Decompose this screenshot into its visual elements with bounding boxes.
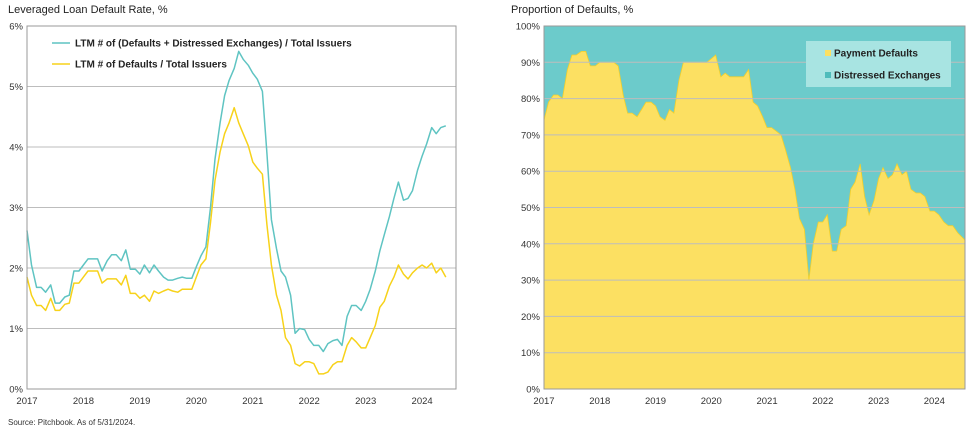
y-tick-label: 0% xyxy=(9,385,23,396)
y-tick-label: 40% xyxy=(521,239,541,250)
left-chart-title: Leveraged Loan Default Rate, % xyxy=(8,4,168,16)
right-x-axis: 2017 2018 2019 2020 2021 2022 2023 2024 xyxy=(533,396,944,407)
y-tick-label: 50% xyxy=(521,203,541,214)
right-chart-legend: Payment Defaults Distressed Exchanges xyxy=(806,41,951,87)
source-note: Source: Pitchbook. As of 5/31/2024. xyxy=(8,418,135,427)
x-tick-label: 2019 xyxy=(129,396,150,407)
series-line-defaults xyxy=(26,106,447,375)
x-tick-label: 2022 xyxy=(812,396,833,407)
right-chart-grid xyxy=(544,61,965,354)
left-chart-grid xyxy=(27,86,456,329)
x-tick-label: 2021 xyxy=(756,396,777,407)
y-tick-label: 60% xyxy=(521,167,541,178)
legend-box xyxy=(806,41,951,87)
x-tick-label: 2018 xyxy=(73,396,94,407)
right-y-axis: 0% 10% 20% 30% 40% 50% 60% 70% 80% 90% 100% xyxy=(516,22,541,396)
y-tick-label: 3% xyxy=(9,203,23,214)
x-tick-label: 2018 xyxy=(589,396,610,407)
left-x-axis: 2017 2018 2019 2020 2021 2022 2023 2024 xyxy=(16,396,432,407)
legend-label-defaults: LTM # of Defaults / Total Issuers xyxy=(75,60,227,71)
x-tick-label: 2023 xyxy=(868,396,889,407)
left-chart-frame xyxy=(26,25,457,390)
right-chart-title: Proportion of Defaults, % xyxy=(511,4,634,16)
y-tick-label: 70% xyxy=(521,130,541,141)
y-tick-label: 90% xyxy=(521,58,541,69)
x-tick-label: 2021 xyxy=(242,396,263,407)
legend-swatch-payment-defaults xyxy=(825,50,831,56)
legend-label-distressed-exchanges: Distressed Exchanges xyxy=(834,71,941,82)
y-tick-label: 5% xyxy=(9,82,23,93)
x-tick-label: 2017 xyxy=(533,396,554,407)
y-tick-label: 20% xyxy=(521,312,541,323)
right-chart-frame xyxy=(543,25,966,390)
y-tick-label: 0% xyxy=(526,385,540,396)
x-tick-label: 2017 xyxy=(16,396,37,407)
x-tick-label: 2023 xyxy=(355,396,376,407)
series-line-defaults-plus-distressed xyxy=(26,50,447,353)
y-tick-label: 6% xyxy=(9,22,23,33)
x-tick-label: 2024 xyxy=(412,396,433,407)
y-tick-label: 10% xyxy=(521,348,541,359)
x-tick-label: 2019 xyxy=(645,396,666,407)
y-tick-label: 1% xyxy=(9,324,23,335)
x-tick-label: 2020 xyxy=(186,396,207,407)
x-tick-label: 2022 xyxy=(299,396,320,407)
legend-swatch-distressed-exchanges xyxy=(825,72,831,78)
x-tick-label: 2024 xyxy=(924,396,945,407)
y-tick-label: 100% xyxy=(516,22,541,33)
legend-label-combined: LTM # of (Defaults + Distressed Exchange… xyxy=(75,39,352,50)
y-tick-label: 30% xyxy=(521,276,541,287)
y-tick-label: 80% xyxy=(521,94,541,105)
left-y-axis: 0% 1% 2% 3% 4% 5% 6% xyxy=(9,22,23,396)
x-tick-label: 2020 xyxy=(701,396,722,407)
y-tick-label: 4% xyxy=(9,143,23,154)
y-tick-label: 2% xyxy=(9,264,23,275)
legend-label-payment-defaults: Payment Defaults xyxy=(834,49,918,60)
left-chart-series xyxy=(26,50,447,375)
left-chart-legend: LTM # of (Defaults + Distressed Exchange… xyxy=(52,39,352,71)
